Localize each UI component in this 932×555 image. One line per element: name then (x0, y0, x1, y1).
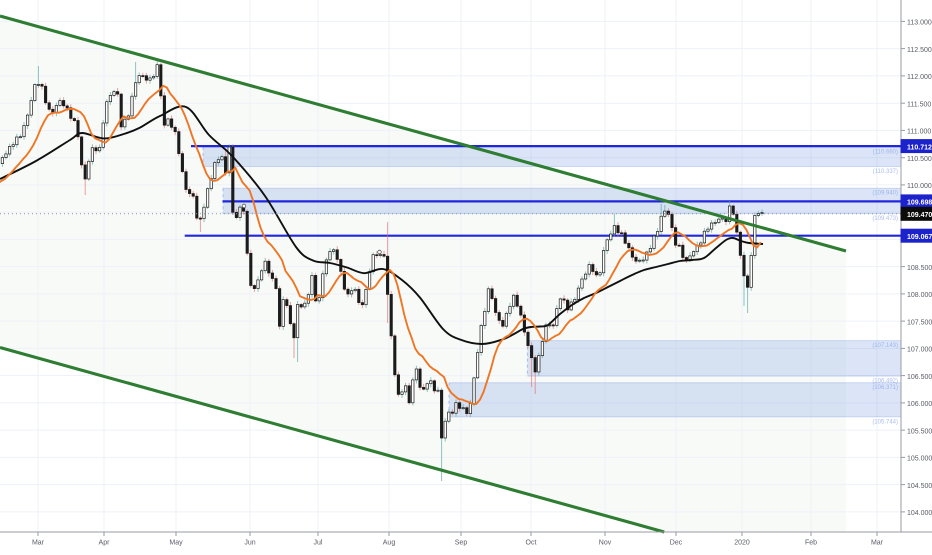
svg-text:Feb: Feb (805, 540, 817, 547)
svg-text:104.500: 104.500 (907, 483, 932, 490)
svg-text:Nov: Nov (599, 540, 612, 547)
svg-text:111.000: 111.000 (907, 129, 931, 136)
svg-text:Jun: Jun (244, 540, 255, 547)
svg-text:Mar: Mar (871, 540, 884, 547)
svg-text:(109.940): (109.940) (872, 191, 898, 197)
svg-text:(109.473): (109.473) (872, 216, 898, 222)
svg-text:106.000: 106.000 (907, 401, 932, 408)
svg-text:113.000: 113.000 (907, 20, 932, 27)
svg-text:(105.744): (105.744) (872, 419, 898, 425)
svg-text:107.000: 107.000 (907, 347, 932, 354)
svg-text:May: May (169, 540, 183, 547)
svg-text:109.698: 109.698 (907, 200, 932, 207)
svg-text:108.500: 108.500 (907, 265, 932, 272)
svg-text:(107.143): (107.143) (872, 343, 898, 349)
svg-text:104.000: 104.000 (907, 510, 932, 517)
svg-text:Aug: Aug (383, 540, 396, 547)
svg-text:108.000: 108.000 (907, 292, 932, 299)
svg-text:(110.337): (110.337) (873, 169, 898, 175)
svg-text:Jul: Jul (314, 540, 323, 547)
svg-text:(106.371): (106.371) (872, 385, 898, 391)
svg-text:110.712: 110.712 (907, 144, 932, 151)
svg-text:111.500: 111.500 (907, 101, 931, 108)
svg-text:Dec: Dec (670, 540, 683, 547)
svg-text:(110.660): (110.660) (873, 150, 898, 156)
svg-text:Sep: Sep (455, 540, 468, 547)
svg-text:105.000: 105.000 (907, 456, 932, 463)
svg-text:Mar: Mar (32, 540, 45, 547)
svg-text:105.500: 105.500 (907, 428, 932, 435)
svg-text:Oct: Oct (526, 540, 537, 547)
svg-text:109.067: 109.067 (907, 234, 932, 241)
svg-text:109.470: 109.470 (907, 212, 932, 219)
svg-text:106.500: 106.500 (907, 374, 932, 381)
svg-text:107.500: 107.500 (907, 319, 932, 326)
svg-text:110.500: 110.500 (907, 156, 932, 163)
svg-text:2020: 2020 (734, 540, 750, 547)
svg-text:112.000: 112.000 (907, 74, 932, 81)
svg-text:110.000: 110.000 (907, 183, 932, 190)
svg-text:112.500: 112.500 (907, 47, 932, 54)
svg-text:Apr: Apr (99, 540, 111, 547)
